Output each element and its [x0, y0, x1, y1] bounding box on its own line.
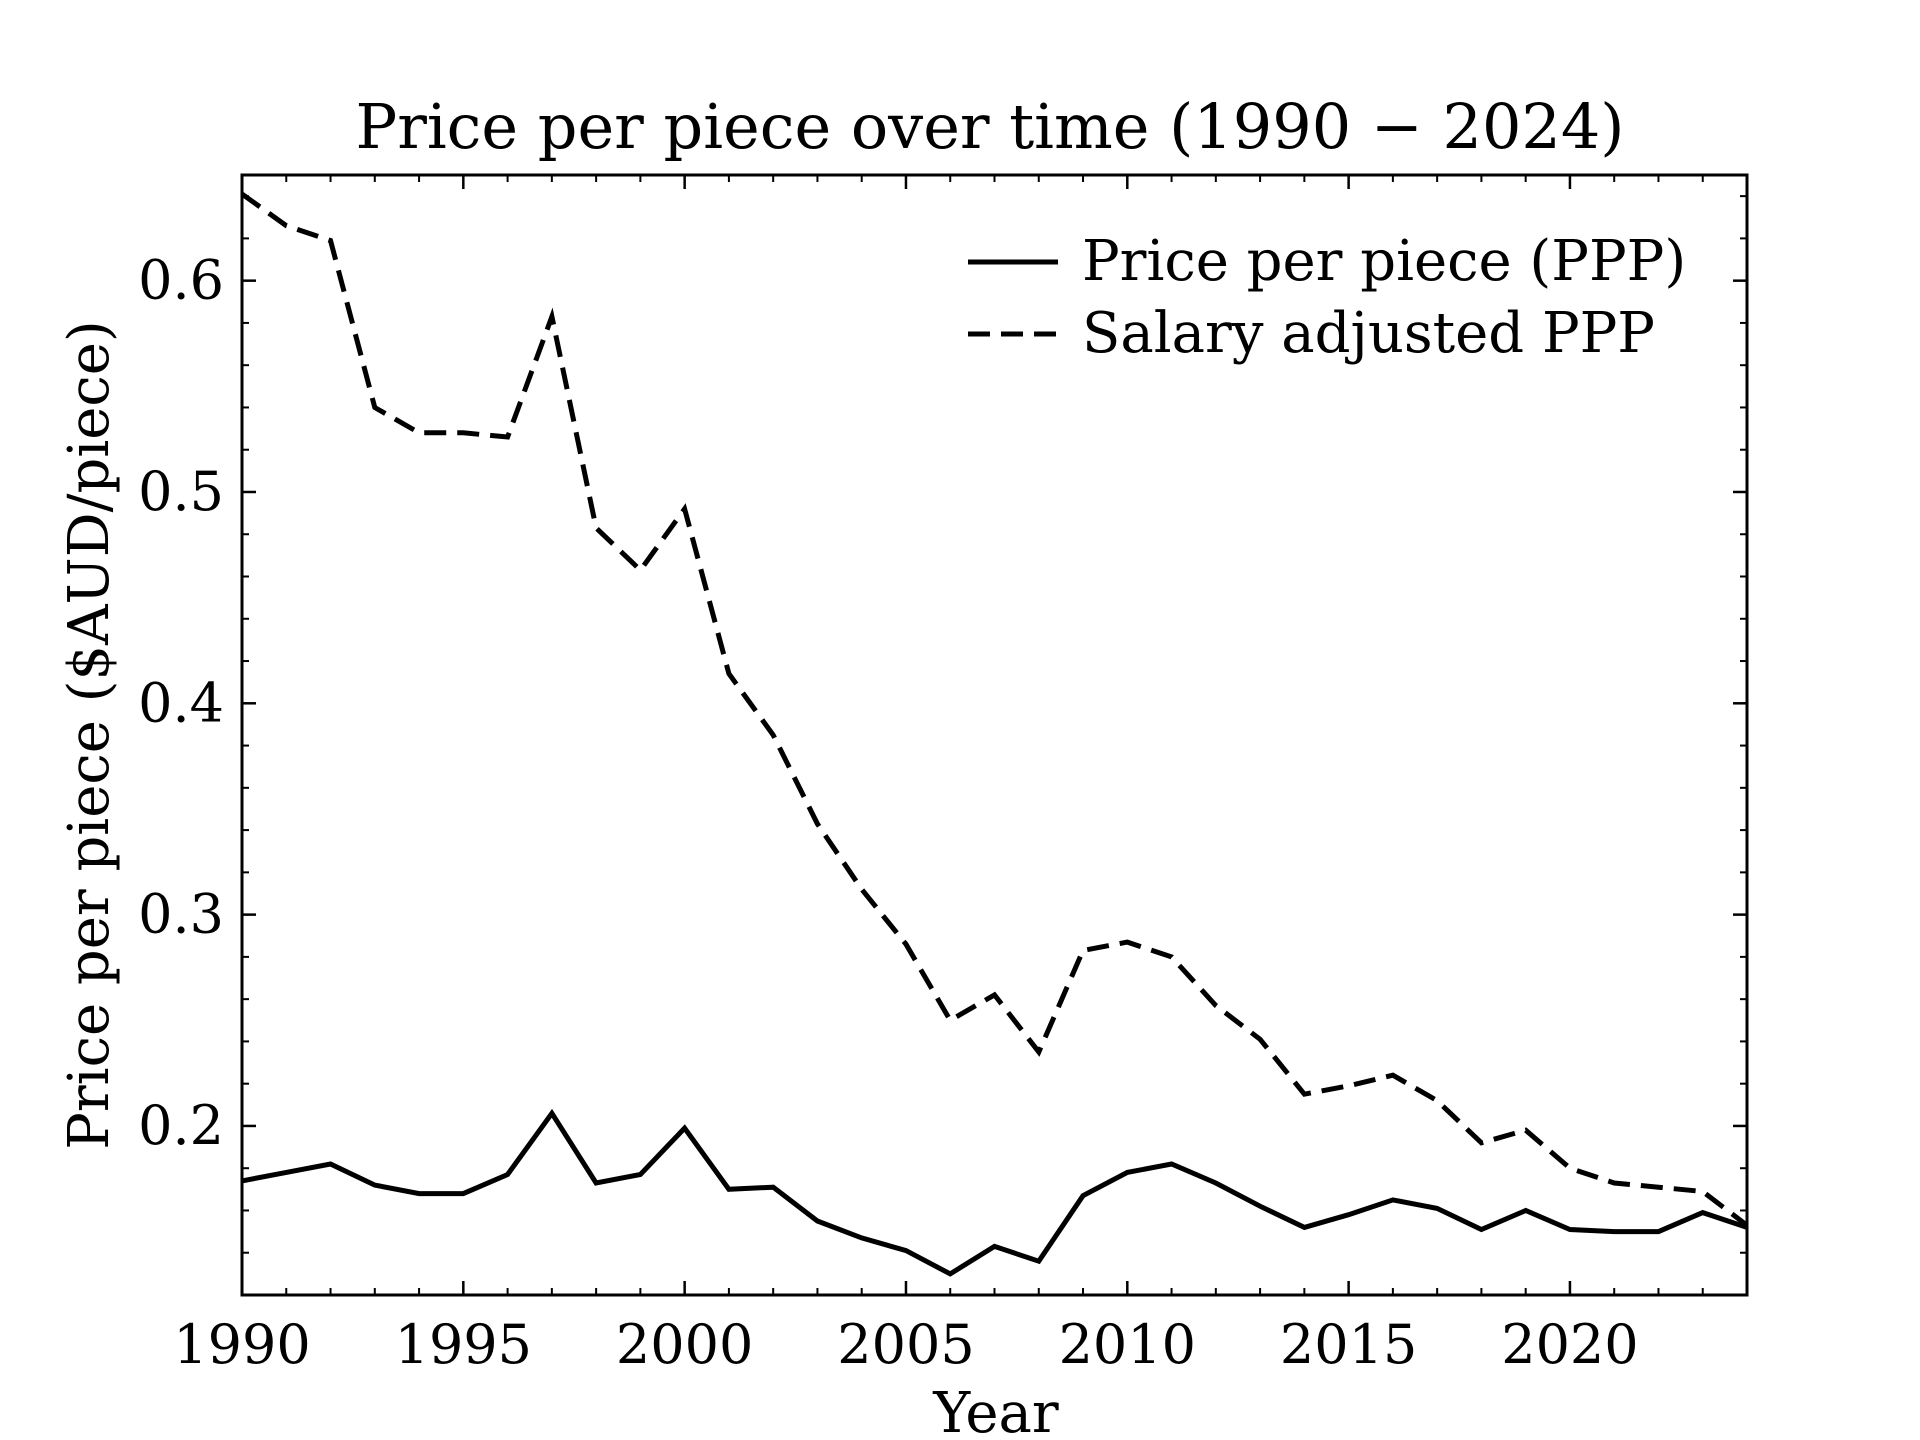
y-tick-label: 0.5	[138, 460, 224, 523]
x-tick-label: 1990	[173, 1313, 310, 1376]
plot-frame	[240, 173, 1749, 1297]
x-tick-label: 2005	[837, 1313, 974, 1376]
legend: Price per piece (PPP) Salary adjusted PPP	[968, 229, 1686, 366]
series-line-1	[241, 1108, 1748, 1277]
x-tick-label: 2000	[616, 1313, 753, 1376]
y-tick-label: 0.3	[138, 883, 224, 946]
tick-labels: 1990 1995 2000 2005 2010 2015 2020 0.2 0.3 0.4 0.5…	[138, 249, 1639, 1376]
plot-lines	[240, 191, 1749, 1277]
legend-label-1: Price per piece (PPP)	[1082, 229, 1686, 294]
x-tick-label: 1995	[395, 1313, 532, 1376]
x-tick-label: 2020	[1501, 1313, 1638, 1376]
x-tick-label: 2010	[1059, 1313, 1196, 1376]
series-line-2	[240, 191, 1749, 1228]
x-tick-label: 2015	[1280, 1313, 1417, 1376]
y-tick-label: 0.4	[138, 671, 224, 734]
y-axis-label: Price per piece ($AUD/piece)	[57, 320, 122, 1150]
y-tick-label: 0.6	[138, 249, 224, 312]
chart-title: Price per piece over time (1990 − 2024)	[355, 90, 1624, 163]
legend-label-2: Salary adjusted PPP	[1082, 301, 1655, 366]
x-axis-label: Year	[932, 1381, 1059, 1440]
y-tick-label: 0.2	[138, 1094, 224, 1157]
